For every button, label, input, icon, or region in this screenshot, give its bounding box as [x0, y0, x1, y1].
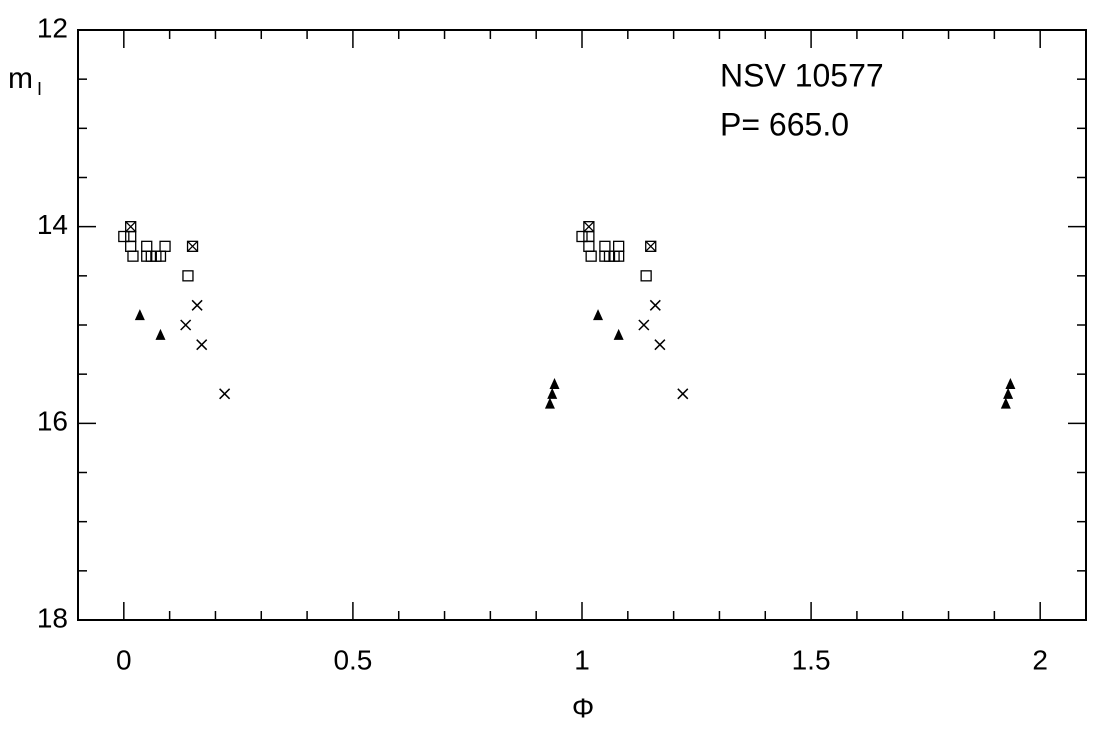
point [134, 309, 145, 321]
point [196, 339, 208, 351]
point [118, 230, 130, 243]
point [191, 299, 203, 311]
point [125, 240, 137, 252]
point [1003, 387, 1014, 399]
y-axis-label-subscript: I [37, 79, 42, 99]
point [155, 328, 166, 340]
y-tick-label: 12 [37, 12, 68, 43]
x-tick-label: 0.5 [333, 644, 372, 675]
point [159, 240, 171, 252]
point [654, 339, 666, 351]
point [593, 309, 604, 321]
point [585, 250, 597, 262]
point [180, 319, 192, 331]
point [1005, 378, 1016, 389]
y-axis-label: m [8, 62, 33, 95]
point [649, 299, 661, 311]
point [599, 240, 611, 252]
annotation: NSV 10577 [720, 57, 884, 93]
annotation: P= 665.0 [720, 106, 849, 142]
point [583, 240, 595, 252]
point [583, 221, 595, 233]
y-tick-label: 16 [37, 406, 68, 437]
point [127, 250, 139, 262]
x-tick-label: 2 [1032, 644, 1048, 675]
y-tick-label: 18 [37, 602, 68, 633]
point [613, 328, 624, 340]
x-axis-label: Φ [572, 692, 594, 723]
point [547, 387, 558, 399]
point [638, 319, 650, 331]
y-tick-label: 14 [37, 209, 68, 240]
point [125, 230, 137, 243]
point [544, 397, 555, 409]
point [186, 240, 199, 252]
plot-frame [77, 29, 1087, 621]
x-tick-label: 1.5 [792, 644, 831, 675]
point [576, 230, 588, 243]
point [677, 388, 689, 400]
x-tick-label: 0 [116, 644, 132, 675]
point [583, 230, 595, 243]
point [125, 221, 137, 233]
x-tick-label: 1 [574, 644, 590, 675]
point [613, 240, 625, 252]
point [1000, 397, 1011, 409]
point [645, 240, 657, 252]
point [219, 388, 231, 400]
point [549, 378, 560, 389]
point [182, 270, 194, 282]
point [141, 240, 153, 252]
point [640, 270, 652, 282]
